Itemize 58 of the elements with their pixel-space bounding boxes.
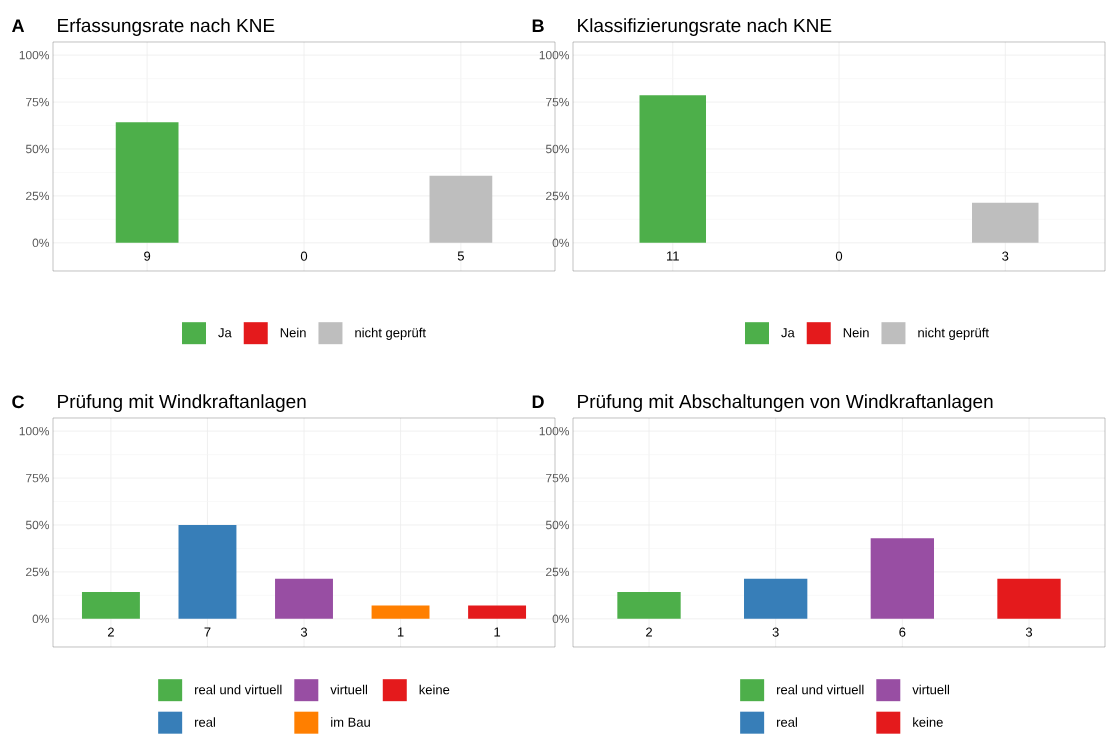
x-tick-label: 2 <box>107 627 114 637</box>
y-tick-label: 25% <box>26 567 50 577</box>
y-tick-label: 0% <box>552 238 570 248</box>
y-tick-label: 25% <box>546 191 570 201</box>
legend-label: Ja <box>218 328 232 338</box>
y-tick-label: 25% <box>546 567 570 577</box>
x-tick-label: 1 <box>494 627 501 637</box>
chart-title: Erfassungsrate nach KNE <box>58 18 275 36</box>
chart-title: Prüfung mit Abschaltungen von Windkraftanlagen <box>578 394 993 412</box>
x-tick-label: 11 <box>667 251 679 261</box>
legend-label: Ja <box>781 328 795 338</box>
x-tick-label: 5 <box>457 251 464 261</box>
y-tick-label: 25% <box>26 191 50 201</box>
y-tick-label: 100% <box>539 50 570 60</box>
x-tick-label: 0 <box>835 251 843 261</box>
x-tick-label: 3 <box>1025 627 1033 637</box>
x-tick-label: 6 <box>899 627 906 637</box>
text: C <box>12 395 25 409</box>
legend-label: virtuell <box>330 684 368 695</box>
legend-label: keine <box>419 684 450 695</box>
legend-label: Nein <box>843 327 869 338</box>
y-tick-label: 50% <box>25 520 50 530</box>
y-tick-label: 75% <box>546 97 570 107</box>
x-tick-label: 7 <box>204 627 211 637</box>
legend-label: nicht geprüft <box>918 327 989 340</box>
y-tick-label: 100% <box>19 50 50 60</box>
legend-label: Nein <box>280 327 306 338</box>
legend-label: real und virtuell <box>195 684 282 695</box>
chart-title: Prüfung mit Windkraftanlagen <box>58 394 306 412</box>
x-tick-label: 3 <box>300 627 308 637</box>
legend-label: real und virtuell <box>777 684 864 695</box>
legend-label: real <box>195 717 215 727</box>
y-tick-label: 0% <box>32 614 50 624</box>
legend-label: nicht geprüft <box>355 327 426 340</box>
x-tick-label: 9 <box>144 251 151 261</box>
y-tick-label: 75% <box>546 473 570 483</box>
y-tick-label: 50% <box>25 144 50 154</box>
x-tick-label: 3 <box>1002 251 1009 261</box>
y-tick-label: 100% <box>539 426 570 436</box>
legend-label: im Bau <box>331 717 370 727</box>
x-tick-label: 0 <box>300 251 308 261</box>
y-tick-label: 50% <box>545 520 570 530</box>
text: D <box>532 395 544 408</box>
y-tick-label: 50% <box>545 144 570 154</box>
y-tick-label: 75% <box>26 473 50 483</box>
text: A <box>12 19 25 32</box>
x-tick-label: 3 <box>772 627 779 637</box>
x-tick-label: 2 <box>646 627 652 637</box>
x-tick-label: 1 <box>397 627 404 637</box>
chart-title: Klassifizierungsrate nach KNE <box>578 18 832 36</box>
legend-label: real <box>777 717 797 727</box>
legend-label: keine <box>913 717 943 727</box>
legend-label: virtuell <box>912 684 949 695</box>
text: B <box>532 19 544 32</box>
y-tick-label: 0% <box>552 614 570 624</box>
y-tick-label: 0% <box>32 238 50 248</box>
y-tick-label: 75% <box>26 97 50 107</box>
y-tick-label: 100% <box>19 426 50 436</box>
